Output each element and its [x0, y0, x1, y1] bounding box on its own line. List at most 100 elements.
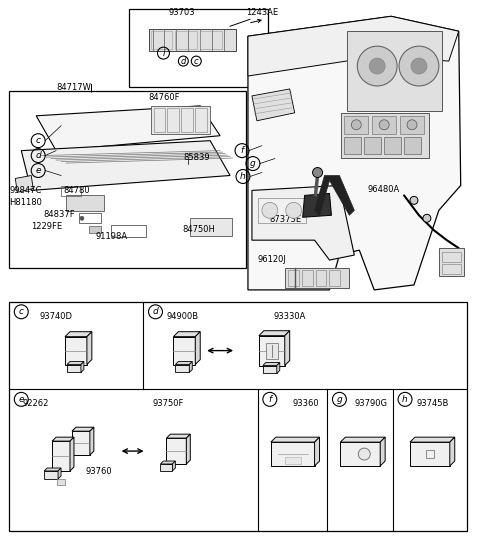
Text: f: f: [240, 146, 243, 155]
Bar: [439, 248, 464, 276]
Bar: [288, 270, 299, 286]
Bar: [426, 450, 434, 458]
Bar: [400, 116, 424, 134]
Polygon shape: [380, 437, 385, 466]
Ellipse shape: [290, 255, 300, 269]
Polygon shape: [340, 442, 380, 466]
Text: 94900B: 94900B: [166, 312, 198, 321]
Text: g: g: [336, 395, 342, 404]
Polygon shape: [67, 362, 84, 364]
Polygon shape: [410, 437, 455, 442]
Bar: [190, 218, 232, 236]
Bar: [66, 195, 104, 211]
Text: 91198A: 91198A: [96, 232, 128, 241]
Bar: [129, 9, 268, 87]
Circle shape: [185, 160, 192, 166]
Polygon shape: [248, 16, 461, 290]
Bar: [168, 108, 180, 132]
Polygon shape: [410, 442, 450, 466]
Polygon shape: [189, 362, 192, 373]
Text: 93745B: 93745B: [417, 399, 449, 409]
Bar: [148, 29, 236, 51]
Text: 93330A: 93330A: [274, 312, 306, 321]
Polygon shape: [44, 468, 61, 471]
Bar: [442, 264, 461, 274]
Polygon shape: [81, 362, 84, 373]
Bar: [344, 116, 368, 134]
Text: 84837F: 84837F: [43, 211, 75, 219]
Bar: [315, 270, 326, 286]
Text: 92262: 92262: [23, 399, 49, 409]
Polygon shape: [167, 438, 186, 464]
Bar: [61, 187, 81, 196]
Text: c: c: [194, 57, 199, 66]
Polygon shape: [277, 362, 280, 374]
Polygon shape: [90, 427, 94, 455]
Text: 84750H: 84750H: [182, 225, 215, 234]
Bar: [341, 113, 429, 158]
Text: 93790G: 93790G: [354, 399, 387, 409]
Bar: [154, 108, 166, 132]
Circle shape: [90, 228, 93, 231]
Polygon shape: [173, 337, 195, 364]
Text: 1243AE: 1243AE: [246, 8, 278, 17]
Bar: [258, 199, 306, 223]
Polygon shape: [314, 437, 320, 466]
Circle shape: [262, 202, 278, 218]
Text: d: d: [36, 151, 41, 160]
Text: h: h: [402, 395, 408, 404]
Polygon shape: [175, 364, 189, 373]
Polygon shape: [15, 176, 33, 193]
Circle shape: [407, 120, 417, 129]
Bar: [285, 457, 300, 464]
Circle shape: [399, 46, 439, 86]
Polygon shape: [263, 362, 280, 366]
Bar: [151, 31, 172, 49]
Text: c: c: [36, 136, 41, 145]
Polygon shape: [271, 437, 320, 442]
Polygon shape: [340, 437, 385, 442]
Text: e: e: [19, 395, 24, 404]
Bar: [266, 343, 278, 358]
Polygon shape: [195, 332, 200, 364]
Text: 99847C: 99847C: [9, 187, 42, 195]
Polygon shape: [252, 89, 295, 121]
Polygon shape: [186, 434, 190, 464]
Polygon shape: [70, 437, 74, 471]
Circle shape: [369, 58, 385, 74]
Polygon shape: [175, 362, 192, 364]
Polygon shape: [314, 176, 354, 215]
Circle shape: [357, 46, 397, 86]
Polygon shape: [72, 427, 94, 431]
Text: d: d: [180, 57, 186, 66]
Polygon shape: [263, 366, 277, 374]
Text: 85839: 85839: [183, 153, 210, 162]
Bar: [89, 226, 101, 233]
Text: 93740D: 93740D: [39, 312, 72, 321]
Circle shape: [411, 58, 427, 74]
Bar: [329, 270, 340, 286]
Circle shape: [312, 168, 323, 177]
Circle shape: [423, 214, 431, 222]
Bar: [285, 268, 349, 288]
Text: f: f: [268, 395, 271, 404]
Text: 84760F: 84760F: [148, 93, 180, 102]
Text: 84780: 84780: [63, 187, 90, 195]
Polygon shape: [172, 461, 175, 471]
Polygon shape: [87, 332, 92, 364]
Bar: [175, 31, 197, 49]
Circle shape: [351, 120, 361, 129]
Polygon shape: [67, 364, 81, 373]
Polygon shape: [259, 331, 290, 336]
Polygon shape: [173, 332, 200, 337]
Circle shape: [379, 120, 389, 129]
Polygon shape: [160, 464, 172, 471]
Bar: [9, 91, 246, 268]
Text: 1229FE: 1229FE: [31, 222, 62, 231]
Bar: [348, 31, 442, 111]
Bar: [372, 116, 396, 134]
Bar: [301, 270, 312, 286]
Bar: [404, 137, 421, 153]
Polygon shape: [52, 441, 70, 471]
Polygon shape: [36, 106, 220, 151]
